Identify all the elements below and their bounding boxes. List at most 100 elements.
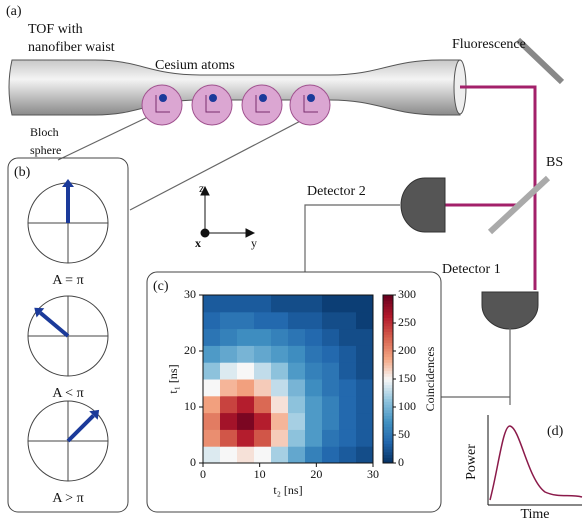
heat-cell <box>305 362 323 380</box>
heat-cell <box>356 311 374 330</box>
pulse-axes <box>487 415 582 506</box>
heat-cell <box>356 412 374 430</box>
bloch-arrowhead <box>62 179 74 187</box>
heat-cell <box>339 379 357 397</box>
colorbar-segment <box>383 443 393 447</box>
heat-cell <box>203 446 221 464</box>
colorbar-tick-label: 100 <box>398 399 416 413</box>
detector-1 <box>481 291 539 330</box>
heat-cell <box>339 328 357 346</box>
mirror <box>515 37 565 85</box>
panel-label: (a) <box>6 4 22 19</box>
colorbar-segment <box>383 314 393 318</box>
colorbar-segment <box>383 303 393 307</box>
heat-cell <box>322 328 340 346</box>
atom-axes <box>155 95 170 113</box>
heat-cell <box>254 295 272 313</box>
atom-axes <box>303 95 318 113</box>
panel-c <box>146 271 442 513</box>
axis-label: y <box>251 236 257 250</box>
colorbar-segment <box>383 317 393 321</box>
heat-cell <box>237 395 255 414</box>
colorbar-segment <box>383 339 393 344</box>
heat-cell <box>339 362 357 380</box>
heat-cell <box>220 429 238 447</box>
heat-cell <box>288 311 306 330</box>
heat-cell <box>339 412 357 430</box>
heat-cell <box>322 295 340 313</box>
coord-axes <box>200 185 256 238</box>
heat-cell <box>203 295 221 313</box>
nanofiber <box>8 59 461 116</box>
colorbar-segment <box>383 328 393 332</box>
atom <box>289 84 331 126</box>
colorbar-segment <box>383 457 393 461</box>
heat-cell <box>203 379 221 397</box>
pulse-curve <box>489 425 583 501</box>
x-axis-title: t₂ [ns] <box>273 483 302 497</box>
colorbar-segment <box>383 311 393 316</box>
heat-cell <box>339 311 357 330</box>
heat-cell <box>305 395 323 414</box>
panel-b <box>7 157 129 513</box>
beam-splitter <box>487 175 551 235</box>
plot-frame <box>202 294 374 464</box>
colorbar-tick-label: 300 <box>398 287 416 301</box>
colorbar-tick-label: 150 <box>398 371 416 385</box>
axis-label: z <box>199 181 204 195</box>
x-tick-label: 0 <box>200 467 206 481</box>
heat-cell <box>254 446 272 464</box>
heat-cell <box>322 395 340 414</box>
fiber-label: TOF with <box>28 22 83 37</box>
heat-cell <box>322 379 340 397</box>
colorbar-segment <box>383 331 393 335</box>
colorbar-segment <box>383 345 393 349</box>
colorbar-segment <box>383 423 393 428</box>
colorbar-segment <box>383 398 393 402</box>
heat-cell <box>271 295 289 313</box>
heat-cell <box>254 328 272 346</box>
colorbar-segment <box>383 404 393 408</box>
heat-cell <box>220 295 238 313</box>
colorbar-segment <box>383 395 393 400</box>
colorbar-tick-label: 0 <box>398 455 404 469</box>
heat-cell <box>305 295 323 313</box>
heat-cell <box>271 395 289 414</box>
case-label: A > π <box>52 491 83 506</box>
fluorescence-label: Fluorescence <box>452 37 526 52</box>
colorbar-segment <box>383 379 393 383</box>
heat-cell <box>288 446 306 464</box>
heat-cell <box>220 446 238 464</box>
colorbar-segment <box>383 460 393 464</box>
heat-cell <box>339 395 357 414</box>
colorbar-segment <box>383 437 393 442</box>
heat-cell <box>203 412 221 430</box>
bloch-arrowhead <box>34 307 45 318</box>
bloch-arrowhead <box>89 409 100 420</box>
atom-axes <box>205 95 220 113</box>
colorbar-segment <box>383 429 393 433</box>
heat-cell <box>322 345 340 363</box>
colorbar-segment <box>383 353 393 358</box>
colorbar-segment <box>383 409 393 414</box>
colorbar-segment <box>383 454 393 458</box>
heat-cell <box>237 379 255 397</box>
atom-spin <box>259 94 267 102</box>
heat-cell <box>254 429 272 447</box>
heat-cell <box>203 311 221 330</box>
heat-cell <box>237 446 255 464</box>
colorbar-segment <box>383 373 393 377</box>
heat-cell <box>356 429 374 447</box>
colorbar-segment <box>383 432 393 436</box>
atom <box>141 84 183 126</box>
detector-label: Detector 1 <box>442 262 501 277</box>
colorbar-segment <box>383 446 393 450</box>
heat-cell <box>356 446 374 464</box>
colorbar-segment <box>383 449 393 453</box>
heat-cell <box>288 412 306 430</box>
colorbar-segment <box>383 370 393 374</box>
atom <box>191 84 233 126</box>
heat-cell <box>203 429 221 447</box>
heat-cell <box>305 412 323 430</box>
